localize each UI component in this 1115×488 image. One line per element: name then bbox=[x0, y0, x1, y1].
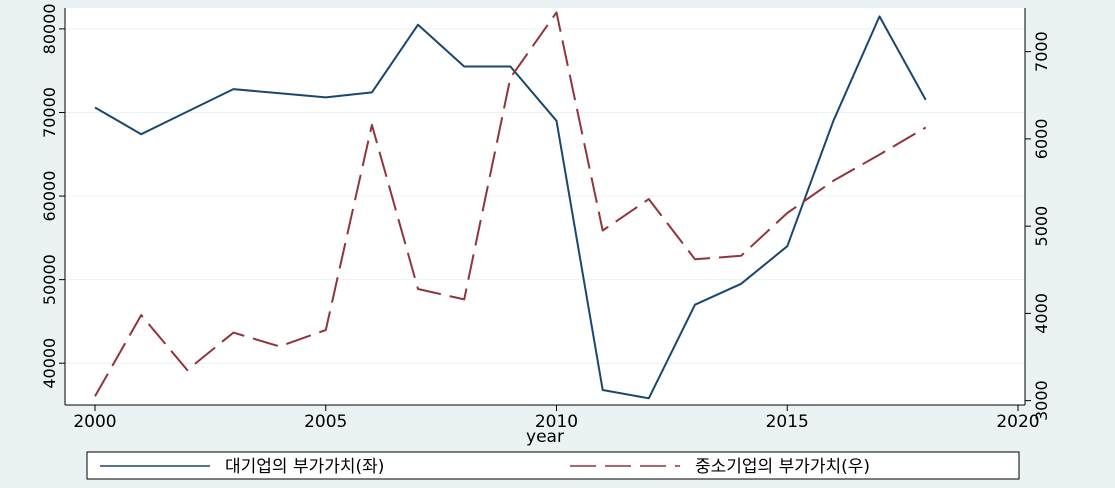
legend-box bbox=[86, 451, 1020, 480]
x-axis-label: year bbox=[526, 427, 564, 447]
y-right-tick-label: 3000 bbox=[1032, 380, 1051, 421]
legend: 대기업의 부가가치(좌) 중소기업의 부가가치(우) bbox=[86, 451, 1020, 480]
y-left-tick-label: 80000 bbox=[40, 3, 59, 54]
y-left-tick-label: 60000 bbox=[40, 171, 59, 222]
legend-label: 중소기업의 부가가치(우) bbox=[695, 457, 870, 477]
x-tick-label: 2000 bbox=[73, 412, 116, 432]
y-right-tick-label: 4000 bbox=[1032, 293, 1051, 334]
y-left-tick-label: 50000 bbox=[40, 254, 59, 305]
y-right-tick-label: 6000 bbox=[1032, 119, 1051, 160]
y-right-tick-label: 5000 bbox=[1032, 206, 1051, 247]
x-tick-label: 2005 bbox=[304, 412, 347, 432]
series-line-sme bbox=[94, 11, 927, 397]
plot-area bbox=[65, 8, 1025, 405]
x-tick-label: 2015 bbox=[766, 412, 809, 432]
series-line-large-firms bbox=[94, 15, 927, 400]
x-tick-label: 2010 bbox=[535, 412, 578, 432]
series-lines bbox=[94, 11, 927, 400]
axes: 2000 2005 2010 2015 2020 40000 50000 60000 70000… bbox=[40, 3, 1051, 432]
x-tick-label: 2020 bbox=[996, 412, 1039, 432]
legend-label: 대기업의 부가가치(좌) bbox=[225, 457, 384, 477]
y-left-tick-label: 40000 bbox=[40, 338, 59, 389]
y-left-tick-label: 70000 bbox=[40, 87, 59, 138]
y-right-tick-label: 7000 bbox=[1032, 31, 1051, 72]
